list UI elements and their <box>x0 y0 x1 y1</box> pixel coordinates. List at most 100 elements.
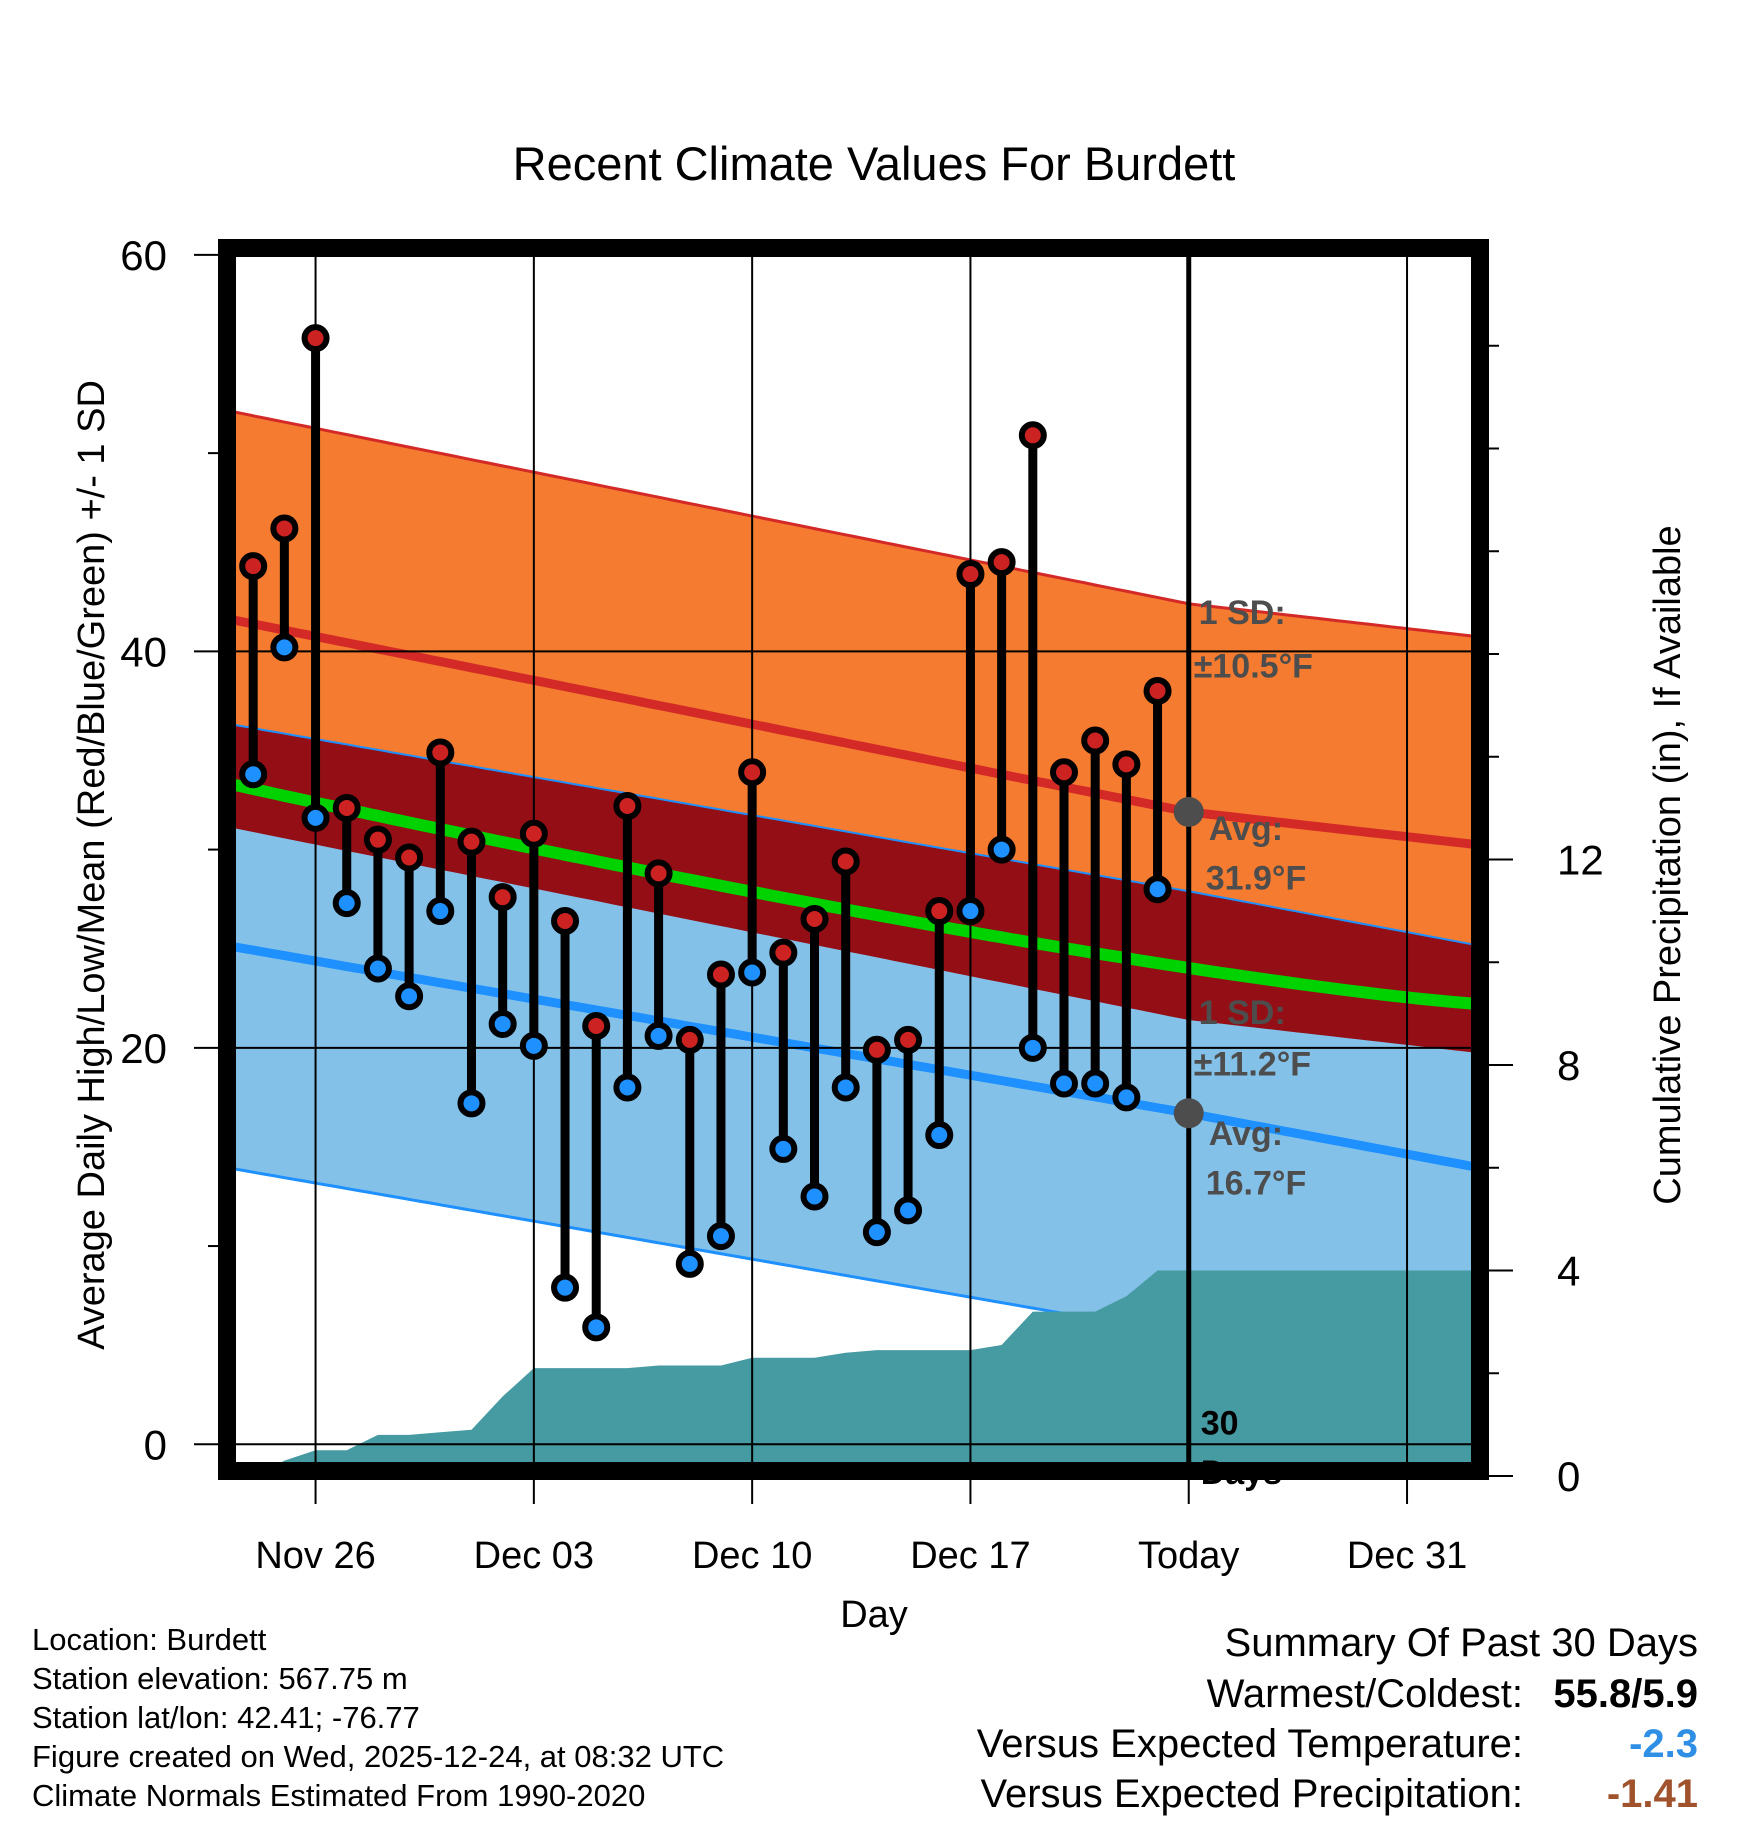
x-tick-label: Nov 26 <box>255 1535 375 1577</box>
observed-low-dot <box>738 958 767 987</box>
observed-low-dot <box>862 1218 891 1247</box>
observed-high-dot <box>894 1025 923 1054</box>
precip-vs-expected-label: Versus Expected Precipitation: <box>980 1772 1523 1816</box>
observed-low-dot <box>613 1073 642 1102</box>
x-tick-label: Dec 03 <box>474 1535 594 1577</box>
normal-mean-line <box>220 776 1486 1011</box>
y-left-tick-label: 40 <box>120 628 167 675</box>
low-avg-value: 16.7°F <box>1206 1165 1307 1203</box>
y-axis-left-label: Average Daily High/Low/Mean (Red/Blue/Gr… <box>71 380 113 1350</box>
observed-low-dot <box>831 1073 860 1102</box>
station-info: Location: Burdett Station elevation: 567… <box>32 1620 724 1815</box>
observed-high-dot <box>925 897 954 926</box>
observed-high-dot <box>426 738 455 767</box>
y-right-tick-label: 4 <box>1557 1248 1580 1295</box>
created-text: Figure created on Wed, 2025-12-24, at 08… <box>32 1739 725 1774</box>
observed-high-dot <box>332 793 361 822</box>
high-upper-sd-line <box>221 408 1486 639</box>
x-tick-label: Today <box>1138 1535 1239 1577</box>
x-axis-label: Day <box>840 1594 908 1636</box>
observed-low-dot <box>426 897 455 926</box>
left-axis: 0 20 40 60 <box>120 232 222 1468</box>
observed-low-dot <box>644 1021 673 1050</box>
summary-precip-row: Versus Expected Precipitation: -1.41 <box>977 1769 1698 1819</box>
observed-high-dot <box>644 859 673 888</box>
observed-high-dot <box>582 1012 611 1041</box>
observed-bars <box>248 338 1163 1328</box>
observed-low-dot <box>987 835 1016 864</box>
y-axis-right-label: Cumulative Precipitation (in), If Availa… <box>1647 525 1689 1204</box>
warmest-label: Warmest/Coldest: <box>1206 1672 1523 1716</box>
temp-vs-expected-value: -2.3 <box>1629 1722 1698 1766</box>
observed-high-dot <box>862 1035 891 1064</box>
observed-high-dot <box>363 825 392 854</box>
observed-high-dot <box>769 938 798 967</box>
y-left-tick-label: 60 <box>120 232 167 279</box>
y-right-tick-label: 12 <box>1557 837 1604 884</box>
latlon-text: Station lat/lon: 42.41; -76.77 <box>32 1700 420 1735</box>
x-tick-label: Dec 31 <box>1347 1535 1467 1577</box>
location-text: Location: Burdett <box>32 1622 267 1657</box>
observed-low-dot <box>270 633 299 662</box>
observed-high-dot <box>706 960 735 989</box>
observed-high-dot <box>987 548 1016 577</box>
observed-high-dot <box>613 791 642 820</box>
observed-dots <box>239 324 1172 1342</box>
y-left-tick-label: 20 <box>120 1025 167 1072</box>
observed-high-dot <box>1050 758 1078 787</box>
normal-high-line <box>221 613 1486 851</box>
observed-high-dot <box>800 904 829 933</box>
observed-low-dot <box>457 1089 486 1118</box>
observed-high-dot <box>956 560 985 589</box>
observed-high-dot <box>395 843 424 872</box>
observed-high-dot <box>551 906 580 935</box>
temp-vs-expected-label: Versus Expected Temperature: <box>976 1722 1523 1766</box>
observed-low-dot <box>519 1031 548 1060</box>
elevation-text: Station elevation: 567.75 m <box>32 1661 408 1696</box>
low-avg-title: Avg: <box>1209 1115 1283 1153</box>
observed-low-dot <box>1050 1069 1078 1098</box>
chart-title: Recent Climate Values For Burdett <box>513 137 1236 190</box>
bottom-axis: Nov 26 Dec 03 Dec 10 Dec 17 Today Dec 31 <box>255 1476 1467 1577</box>
observed-high-dot <box>1143 677 1172 706</box>
observed-high-dot <box>675 1025 704 1054</box>
y-left-tick-label: 0 <box>144 1421 167 1468</box>
observed-low-dot <box>488 1010 517 1039</box>
high-sd-value: ±10.5°F <box>1194 647 1313 685</box>
summary-temp-row: Versus Expected Temperature: -2.3 <box>977 1719 1698 1769</box>
right-axis: 0 4 8 12 <box>1485 344 1604 1500</box>
observed-high-dot <box>457 827 486 856</box>
observed-low-dot <box>1112 1083 1141 1112</box>
observed-low-dot <box>1018 1033 1047 1062</box>
observed-low-dot <box>301 803 330 832</box>
normal-low-line <box>221 940 1486 1174</box>
observed-low-dot <box>675 1249 704 1278</box>
observed-low-dot <box>239 760 268 789</box>
observed-high-dot <box>519 819 548 848</box>
today-low-marker <box>1173 1098 1204 1129</box>
observed-low-dot <box>800 1182 829 1211</box>
summary-title: Summary Of Past 30 Days <box>1224 1621 1698 1665</box>
observed-low-dot <box>363 954 392 983</box>
observed-low-dot <box>956 897 985 926</box>
plot-frame <box>218 239 1489 1480</box>
today-high-marker <box>1173 796 1204 827</box>
observed-high-dot <box>831 847 860 876</box>
observed-low-dot <box>925 1121 954 1150</box>
observed-low-dot <box>551 1273 580 1302</box>
warmest-value: 55.8/5.9 <box>1553 1672 1698 1716</box>
observed-high-dot <box>1018 421 1047 450</box>
observed-low-dot <box>582 1313 611 1342</box>
observed-low-dot <box>1143 875 1172 904</box>
observed-high-dot <box>488 883 517 912</box>
summary-warmest-row: Warmest/Coldest: 55.8/5.9 <box>977 1669 1698 1719</box>
high-avg-value: 31.9°F <box>1206 859 1307 897</box>
precip-vs-expected-value: -1.41 <box>1606 1772 1698 1816</box>
observed-high-dot <box>270 514 299 543</box>
x-tick-label: Dec 17 <box>910 1535 1030 1577</box>
observed-high-dot <box>1081 726 1110 755</box>
low-sd-title: 1 SD: <box>1199 994 1286 1032</box>
days-count-label: 30 <box>1201 1404 1239 1442</box>
low-sd-value: ±11.2°F <box>1194 1046 1311 1084</box>
summary-panel: Summary Of Past 30 Days Warmest/Coldest:… <box>977 1617 1698 1819</box>
